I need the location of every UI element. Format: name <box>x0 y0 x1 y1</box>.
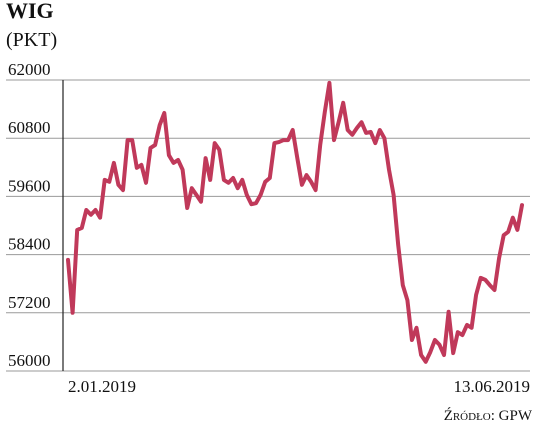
y-tick-label: 62000 <box>8 60 51 79</box>
y-tick-label: 58400 <box>8 235 51 254</box>
y-tick-label: 60800 <box>8 118 51 137</box>
x-tick-label: 2.01.2019 <box>68 377 136 396</box>
line <box>66 80 524 364</box>
source: Źródło: GPW <box>444 407 533 424</box>
y-tick-label: 59600 <box>8 176 51 195</box>
y-tick-label: 56000 <box>8 351 51 370</box>
x-tick-label: 13.06.2019 <box>454 377 531 396</box>
y-tick-label: 57200 <box>8 293 51 312</box>
chart-subtitle: (PKT) <box>6 29 57 51</box>
chart-title: WIG <box>6 0 54 23</box>
